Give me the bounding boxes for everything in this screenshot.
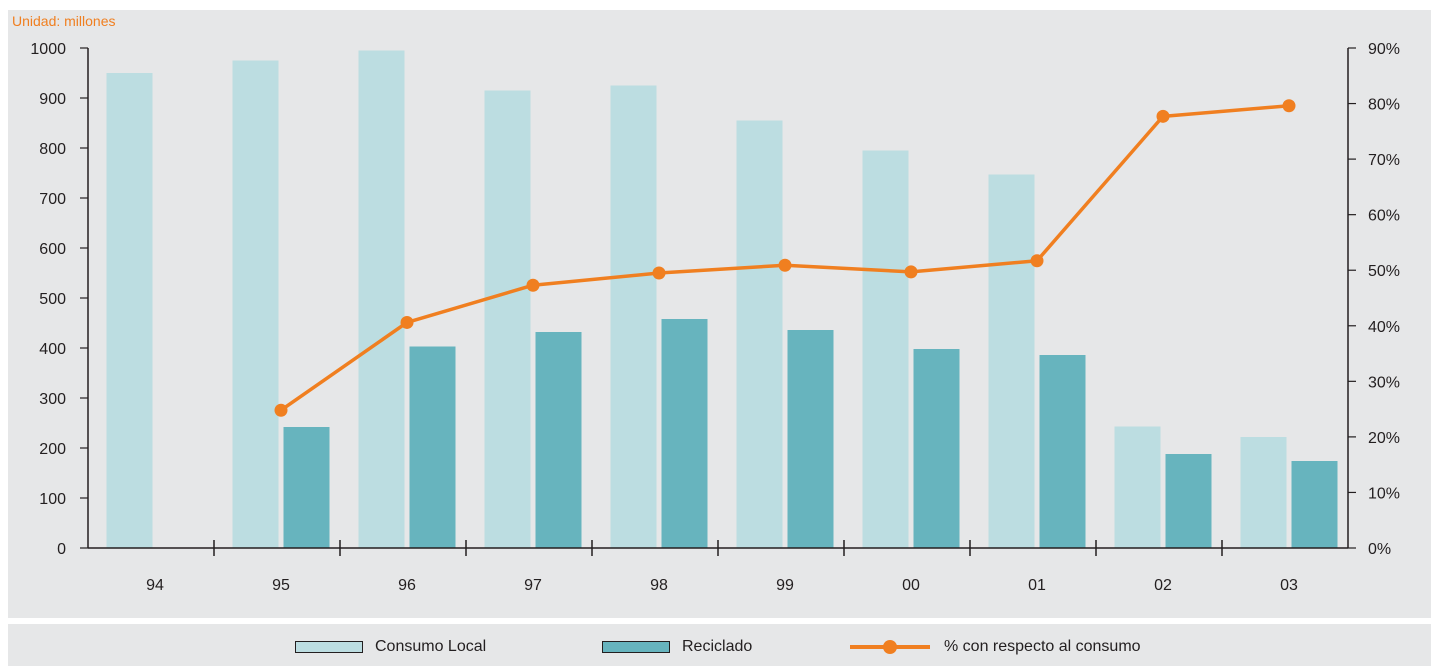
x-tick-label-98: 98 <box>650 577 668 594</box>
y-left-tick-label-600: 600 <box>39 241 66 258</box>
bar-reciclado-03 <box>1291 461 1338 548</box>
y-right-tick-label-9: 90% <box>1368 41 1400 58</box>
bar-consumo-94 <box>106 73 153 548</box>
x-tick-label-02: 02 <box>1154 577 1172 594</box>
y-left-tick-label-300: 300 <box>39 391 66 408</box>
point-porcentaje-95 <box>274 403 288 417</box>
bar-reciclado-02 <box>1165 454 1212 548</box>
bar-consumo-02 <box>1114 426 1161 548</box>
legend-swatch-consumo <box>295 641 363 653</box>
point-porcentaje-00 <box>904 265 918 279</box>
bar-reciclado-97 <box>535 332 582 548</box>
x-tick-label-01: 01 <box>1028 577 1046 594</box>
point-porcentaje-03 <box>1282 99 1296 113</box>
y-right-tick-label-3: 30% <box>1368 374 1400 391</box>
x-tick-label-99: 99 <box>776 577 794 594</box>
y-right-tick-label-6: 60% <box>1368 208 1400 225</box>
bar-reciclado-00 <box>913 349 960 548</box>
legend-item-consumo: Consumo Local <box>295 638 486 656</box>
bar-reciclado-99 <box>787 330 834 548</box>
bar-consumo-95 <box>232 60 279 548</box>
y-left-tick-label-0: 0 <box>57 541 66 558</box>
point-porcentaje-99 <box>778 258 792 272</box>
bar-consumo-97 <box>484 90 531 548</box>
y-right-tick-label-7: 70% <box>1368 152 1400 169</box>
y-left-tick-label-200: 200 <box>39 441 66 458</box>
bar-consumo-03 <box>1240 437 1287 548</box>
x-tick-label-00: 00 <box>902 577 920 594</box>
legend-label-consumo: Consumo Local <box>375 638 487 655</box>
x-tick-label-95: 95 <box>272 577 290 594</box>
point-porcentaje-98 <box>652 266 666 280</box>
bar-consumo-01 <box>988 174 1035 548</box>
bar-reciclado-01 <box>1039 355 1086 548</box>
point-porcentaje-97 <box>526 278 540 292</box>
y-right-tick-label-5: 50% <box>1368 263 1400 280</box>
bar-consumo-00 <box>862 150 909 548</box>
legend-label-porcentaje: % con respecto al consumo <box>944 638 1141 655</box>
y-right-tick-label-1: 10% <box>1368 485 1400 502</box>
x-tick-label-94: 94 <box>146 577 164 594</box>
point-porcentaje-02 <box>1156 109 1170 123</box>
bar-reciclado-98 <box>661 319 708 548</box>
y-right-tick-label-0: 0% <box>1368 541 1391 558</box>
x-tick-label-03: 03 <box>1280 577 1298 594</box>
unit-note: Unidad: millones <box>12 13 116 29</box>
y-left-tick-label-1000: 1000 <box>30 41 66 58</box>
bar-reciclado-96 <box>409 346 456 548</box>
y-right-tick-label-2: 20% <box>1368 430 1400 447</box>
legend-label-reciclado: Reciclado <box>682 638 753 655</box>
legend-panel <box>8 624 1431 666</box>
point-porcentaje-96 <box>400 315 414 329</box>
bar-reciclado-95 <box>283 427 330 548</box>
y-left-tick-label-800: 800 <box>39 141 66 158</box>
y-right-tick-label-8: 80% <box>1368 97 1400 114</box>
legend-swatch-reciclado <box>602 641 670 653</box>
y-left-tick-label-900: 900 <box>39 91 66 108</box>
y-left-tick-label-500: 500 <box>39 291 66 308</box>
legend-item-reciclado: Reciclado <box>602 638 752 656</box>
y-right-tick-label-4: 40% <box>1368 319 1400 336</box>
y-left-tick-label-700: 700 <box>39 191 66 208</box>
bar-consumo-98 <box>610 85 657 548</box>
bar-consumo-96 <box>358 50 405 548</box>
bar-consumo-99 <box>736 120 783 548</box>
y-left-tick-label-400: 400 <box>39 341 66 358</box>
x-tick-label-97: 97 <box>524 577 542 594</box>
point-porcentaje-01 <box>1030 254 1044 268</box>
legend-line-porcentaje <box>850 640 930 654</box>
x-tick-label-96: 96 <box>398 577 416 594</box>
legend-item-porcentaje: % con respecto al consumo <box>850 638 1141 656</box>
y-left-tick-label-100: 100 <box>39 491 66 508</box>
